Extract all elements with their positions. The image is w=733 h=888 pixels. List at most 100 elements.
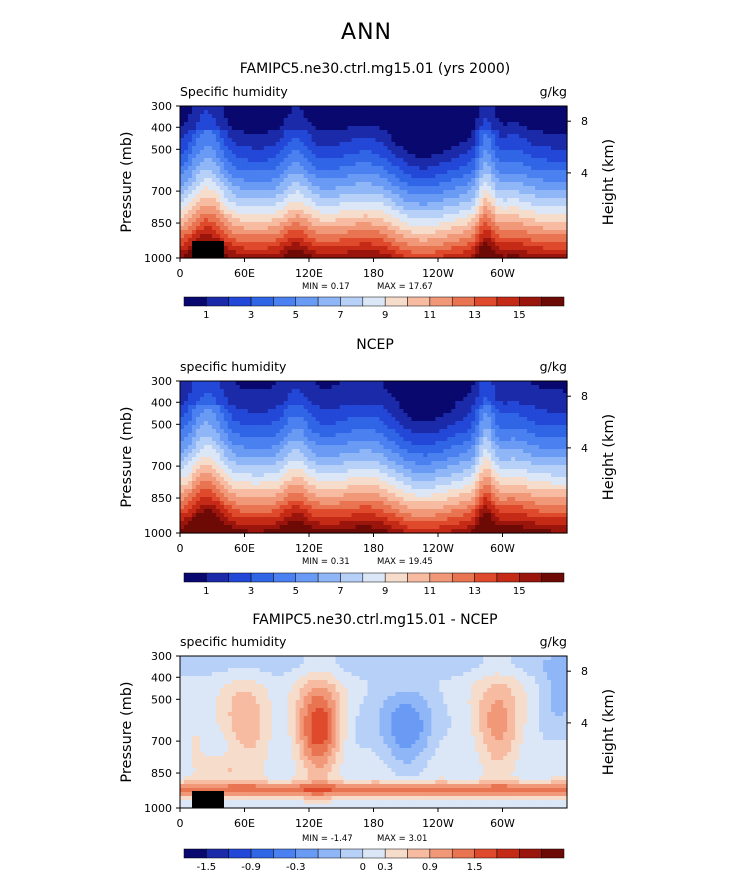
- contour-cell: [499, 198, 504, 203]
- contour-cell: [331, 122, 337, 127]
- contour-cell: [259, 425, 265, 430]
- contour-cell: [559, 246, 564, 251]
- contour-cell: [187, 238, 193, 243]
- contour-cell: [187, 198, 193, 203]
- contour-cell: [399, 158, 405, 163]
- contour-cell: [435, 202, 440, 207]
- contour-cell: [247, 513, 253, 518]
- contour-cell: [351, 166, 357, 171]
- contour-cell: [511, 134, 516, 139]
- contour-cell: [267, 106, 273, 111]
- contour-cell: [355, 202, 361, 207]
- contour-cell: [343, 210, 349, 215]
- contour-cell: [191, 513, 197, 518]
- contour-cell: [563, 218, 568, 223]
- contour-cell: [187, 122, 193, 127]
- contour-cell: [431, 226, 436, 231]
- contour-cell: [275, 162, 281, 167]
- contour-cell: [467, 238, 472, 243]
- contour-cell: [367, 154, 373, 159]
- contour-cell: [483, 150, 488, 155]
- contour-cell: [283, 190, 289, 195]
- contour-cell: [399, 202, 405, 207]
- contour-cell: [523, 230, 528, 235]
- contour-cell: [195, 413, 201, 418]
- contour-cell: [399, 210, 405, 215]
- contour-cell: [479, 162, 484, 167]
- contour-cell: [543, 118, 548, 123]
- contour-cell: [203, 162, 209, 167]
- contour-cell: [367, 146, 373, 151]
- contour-cell: [503, 146, 508, 151]
- contour-cell: [223, 222, 229, 227]
- contour-cell: [503, 134, 508, 139]
- contour-cell: [551, 226, 556, 231]
- contour-cell: [319, 154, 325, 159]
- contour-cell: [407, 122, 413, 127]
- contour-cell: [435, 186, 440, 191]
- contour-cell: [180, 521, 185, 526]
- contour-cell: [180, 485, 185, 490]
- contour-cell: [215, 489, 221, 494]
- contour-cell: [551, 202, 556, 207]
- contour-cell: [287, 134, 293, 139]
- contour-cell: [195, 425, 201, 430]
- contour-cell: [271, 433, 277, 438]
- contour-cell: [427, 190, 432, 195]
- contour-cell: [251, 457, 257, 462]
- y-tick-label: 300: [151, 100, 172, 113]
- contour-cell: [395, 110, 401, 115]
- contour-cell: [239, 254, 245, 259]
- contour-cell: [531, 218, 536, 223]
- contour-cell: [375, 174, 381, 179]
- contour-cell: [479, 174, 484, 179]
- contour-cell: [359, 162, 365, 167]
- contour-cell: [239, 513, 245, 518]
- contour-cell: [399, 110, 405, 115]
- contour-cell: [363, 174, 369, 179]
- contour-cell: [555, 158, 560, 163]
- contour-cell: [299, 421, 305, 426]
- contour-cell: [307, 393, 313, 398]
- contour-cell: [367, 230, 373, 235]
- contour-cell: [479, 154, 484, 159]
- contour-cell: [219, 162, 225, 167]
- contour-cell: [207, 385, 213, 390]
- contour-cell: [203, 214, 209, 219]
- contour-cell: [331, 134, 337, 139]
- contour-cell: [531, 130, 536, 135]
- contour-cell: [235, 158, 241, 163]
- contour-cell: [303, 106, 309, 111]
- contour-cell: [223, 218, 229, 223]
- contour-cell: [483, 254, 488, 259]
- contour-cell: [219, 393, 225, 398]
- contour-cell: [211, 222, 217, 227]
- contour-cell: [243, 413, 249, 418]
- contour-cell: [375, 242, 381, 247]
- contour-cell: [271, 210, 277, 215]
- contour-cell: [531, 250, 536, 255]
- contour-cell: [203, 238, 209, 243]
- contour-cell: [503, 238, 508, 243]
- contour-cell: [327, 150, 333, 155]
- contour-cell: [319, 238, 325, 243]
- units-label: g/kg: [540, 359, 567, 374]
- contour-cell: [499, 206, 504, 211]
- contour-cell: [247, 401, 253, 406]
- contour-cell: [439, 234, 444, 239]
- contour-cell: [279, 118, 285, 123]
- contour-cell: [247, 485, 253, 490]
- contour-cell: [515, 142, 520, 147]
- contour-cell: [183, 134, 189, 139]
- contour-cell: [559, 254, 564, 259]
- contour-cell: [207, 525, 213, 530]
- contour-cell: [231, 517, 237, 522]
- contour-cell: [347, 142, 353, 147]
- contour-cell: [315, 182, 321, 187]
- contour-cell: [451, 222, 456, 227]
- contour-cell: [531, 162, 536, 167]
- contour-cell: [475, 142, 480, 147]
- contour-cell: [239, 529, 245, 534]
- contour-cell: [219, 397, 225, 402]
- contour-cell: [227, 178, 233, 183]
